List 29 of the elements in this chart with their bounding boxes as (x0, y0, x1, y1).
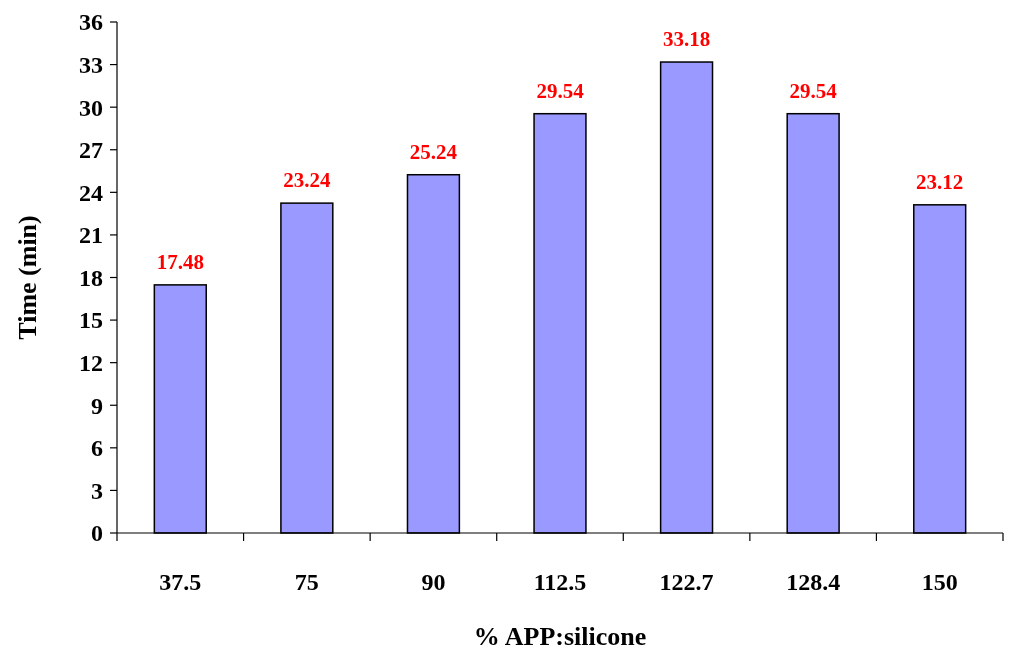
x-tick-label: 75 (294, 569, 319, 595)
x-tick-label: 128.4 (786, 569, 841, 595)
data-label: 29.54 (789, 78, 838, 103)
x-axis-title: % APP:silicone (473, 622, 647, 651)
x-tick-label: 122.7 (659, 569, 714, 595)
y-tick-label: 3 (91, 477, 103, 504)
x-tick-label: 37.5 (159, 569, 202, 595)
y-tick-label: 18 (79, 264, 103, 291)
y-tick-label: 21 (79, 222, 103, 249)
y-tick-label: 27 (79, 137, 103, 164)
y-tick-label: 30 (79, 94, 103, 121)
data-label: 23.12 (916, 169, 964, 194)
y-tick-label: 33 (79, 51, 103, 78)
x-tick-label: 150 (921, 569, 958, 595)
y-tick-label: 9 (91, 392, 103, 419)
y-tick-label: 24 (79, 179, 103, 206)
y-axis-title: Time (min) (13, 215, 42, 340)
y-tick-label: 36 (79, 9, 103, 36)
data-label: 25.24 (409, 139, 458, 164)
x-tick-label: 90 (421, 569, 446, 595)
data-label: 17.48 (156, 249, 204, 274)
y-tick-label: 0 (91, 520, 103, 547)
y-tick-label: 6 (91, 435, 103, 462)
data-label: 23.24 (283, 168, 331, 193)
data-label: 33.18 (662, 27, 711, 52)
y-tick-label: 12 (79, 350, 103, 377)
y-tick-label: 15 (79, 307, 103, 334)
x-tick-label: 112.5 (533, 569, 587, 595)
data-label: 29.54 (536, 78, 585, 103)
